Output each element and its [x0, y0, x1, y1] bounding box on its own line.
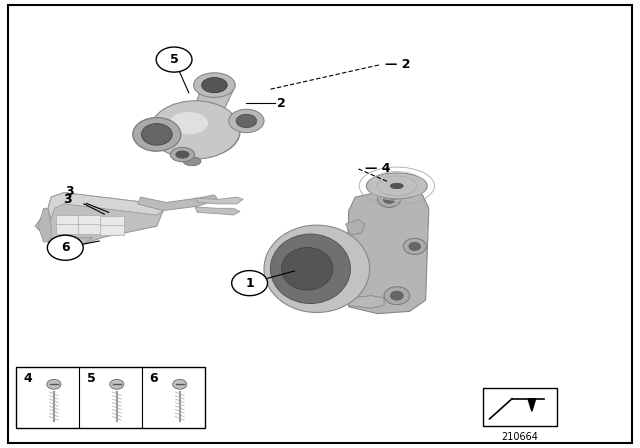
Bar [78, 215, 101, 225]
Ellipse shape [170, 147, 195, 162]
Text: 6: 6 [61, 241, 70, 254]
Polygon shape [35, 193, 163, 244]
Polygon shape [138, 195, 218, 211]
Ellipse shape [390, 183, 403, 189]
Bar [16, 367, 205, 428]
Circle shape [47, 235, 83, 260]
Polygon shape [528, 399, 536, 411]
Ellipse shape [170, 112, 208, 134]
Polygon shape [349, 296, 384, 308]
Ellipse shape [270, 234, 351, 304]
Ellipse shape [236, 114, 257, 128]
Ellipse shape [141, 124, 172, 145]
Ellipse shape [403, 238, 426, 254]
Bar [100, 216, 124, 226]
Ellipse shape [110, 379, 124, 389]
Text: 5: 5 [170, 53, 179, 66]
Bar [100, 225, 124, 235]
Polygon shape [195, 83, 234, 116]
Ellipse shape [202, 78, 227, 93]
Ellipse shape [47, 379, 61, 389]
Ellipse shape [183, 157, 201, 166]
Ellipse shape [367, 173, 428, 199]
Circle shape [156, 47, 192, 72]
Text: — 2: — 2 [385, 58, 411, 72]
Ellipse shape [390, 291, 403, 300]
Ellipse shape [378, 191, 401, 207]
Polygon shape [346, 188, 429, 314]
Ellipse shape [264, 225, 370, 313]
Circle shape [232, 271, 268, 296]
Text: 1: 1 [245, 276, 254, 290]
Ellipse shape [133, 118, 181, 151]
Polygon shape [195, 197, 243, 204]
Polygon shape [346, 220, 365, 235]
Ellipse shape [383, 195, 395, 203]
Ellipse shape [282, 247, 333, 290]
Text: 4: 4 [24, 372, 33, 385]
Polygon shape [38, 208, 51, 242]
Ellipse shape [163, 108, 240, 157]
Ellipse shape [175, 151, 189, 159]
Text: 3: 3 [65, 185, 74, 198]
Ellipse shape [409, 242, 420, 250]
Polygon shape [48, 237, 93, 244]
Ellipse shape [229, 109, 264, 133]
Text: — 4: — 4 [365, 162, 390, 176]
Polygon shape [48, 193, 163, 220]
Ellipse shape [193, 73, 236, 98]
Bar [78, 224, 101, 234]
Text: 6: 6 [150, 372, 158, 385]
Ellipse shape [150, 101, 240, 159]
Text: 3: 3 [63, 193, 72, 206]
Bar [483, 388, 557, 426]
Bar [56, 215, 79, 225]
Text: 2: 2 [277, 96, 286, 110]
Ellipse shape [384, 287, 410, 305]
Text: 210664: 210664 [502, 432, 538, 442]
Polygon shape [195, 207, 240, 215]
Ellipse shape [173, 379, 187, 389]
Text: 5: 5 [86, 372, 95, 385]
Bar [56, 224, 79, 234]
